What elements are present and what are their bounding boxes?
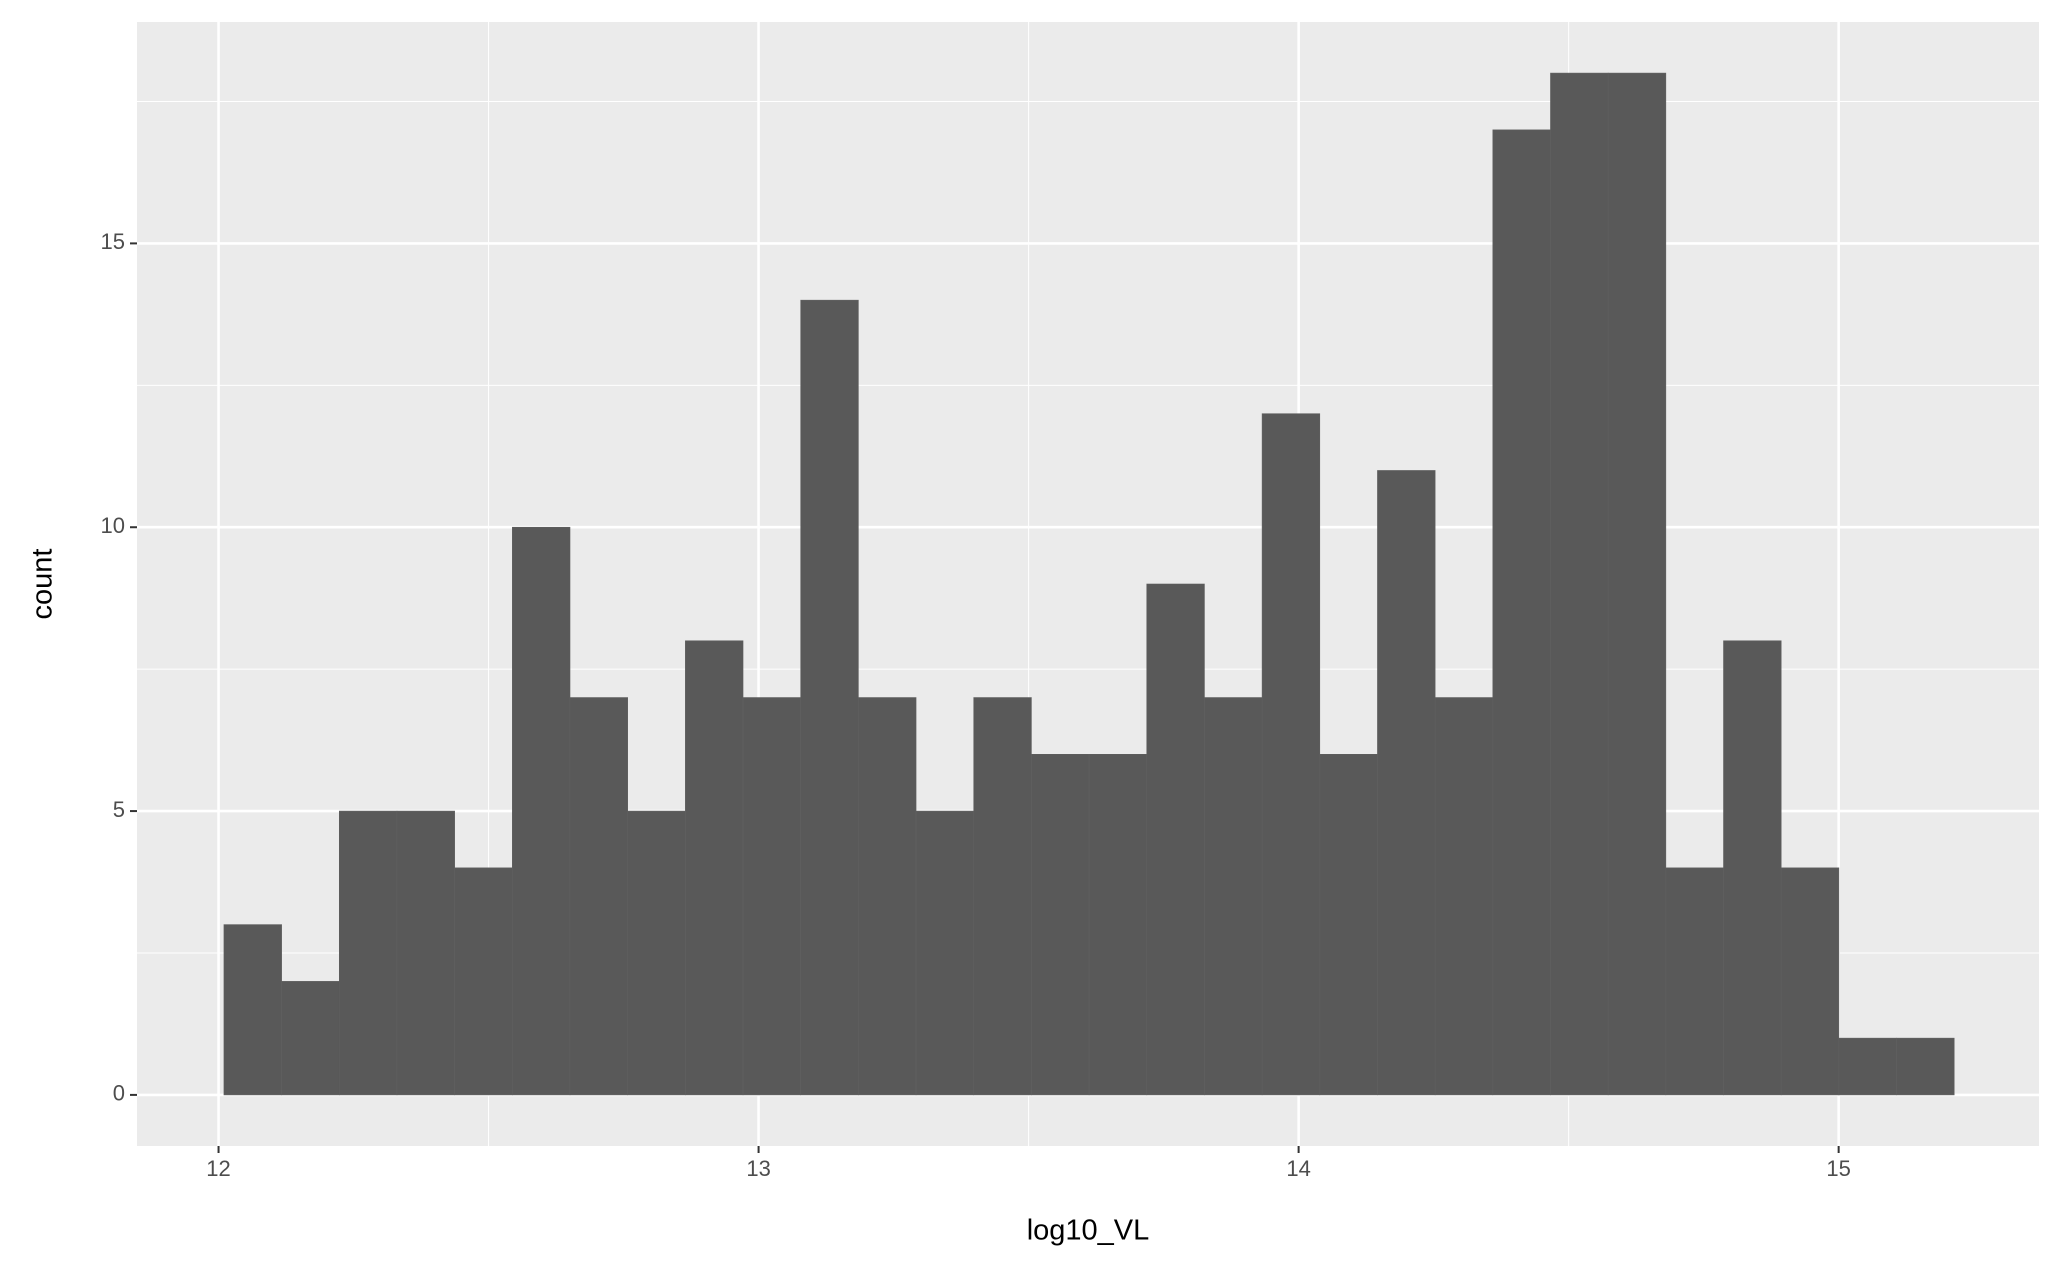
y-tick-label: 10 (101, 513, 125, 538)
bar (1434, 697, 1494, 1096)
y-axis-title: count (27, 549, 59, 620)
x-tick-label: 14 (1286, 1156, 1310, 1181)
bar (454, 867, 513, 1096)
bar (1204, 697, 1263, 1096)
bar (1607, 72, 1667, 1096)
bar (1492, 129, 1551, 1096)
y-tick-label: 0 (113, 1081, 125, 1106)
y-tick-label: 5 (113, 797, 125, 822)
bar (396, 810, 455, 1096)
bar (1031, 754, 1090, 1096)
x-tick-label: 13 (746, 1156, 770, 1181)
bar (338, 810, 398, 1096)
bar (512, 526, 571, 1096)
x-tick-label: 15 (1826, 1156, 1850, 1181)
x-tick-label: 12 (206, 1156, 230, 1181)
bar (1146, 583, 1205, 1096)
bar (1723, 640, 1782, 1096)
bar (1377, 470, 1436, 1096)
bar (1665, 867, 1724, 1096)
bar (627, 810, 686, 1096)
bar (1896, 1037, 1955, 1096)
bar (1550, 72, 1609, 1096)
bar (915, 810, 975, 1096)
bar (685, 640, 744, 1096)
bar (1838, 1037, 1897, 1096)
bar (1261, 413, 1321, 1096)
x-axis-title: log10_VL (1027, 1215, 1150, 1247)
bar (858, 697, 917, 1096)
bar (1319, 754, 1378, 1096)
bar (742, 697, 802, 1096)
bar (281, 981, 340, 1096)
bar (569, 697, 628, 1096)
bar (1088, 754, 1148, 1096)
y-tick-label: 15 (101, 229, 125, 254)
bar (1780, 867, 1840, 1096)
bar (973, 697, 1032, 1096)
bar (800, 299, 859, 1096)
bar (223, 924, 282, 1096)
